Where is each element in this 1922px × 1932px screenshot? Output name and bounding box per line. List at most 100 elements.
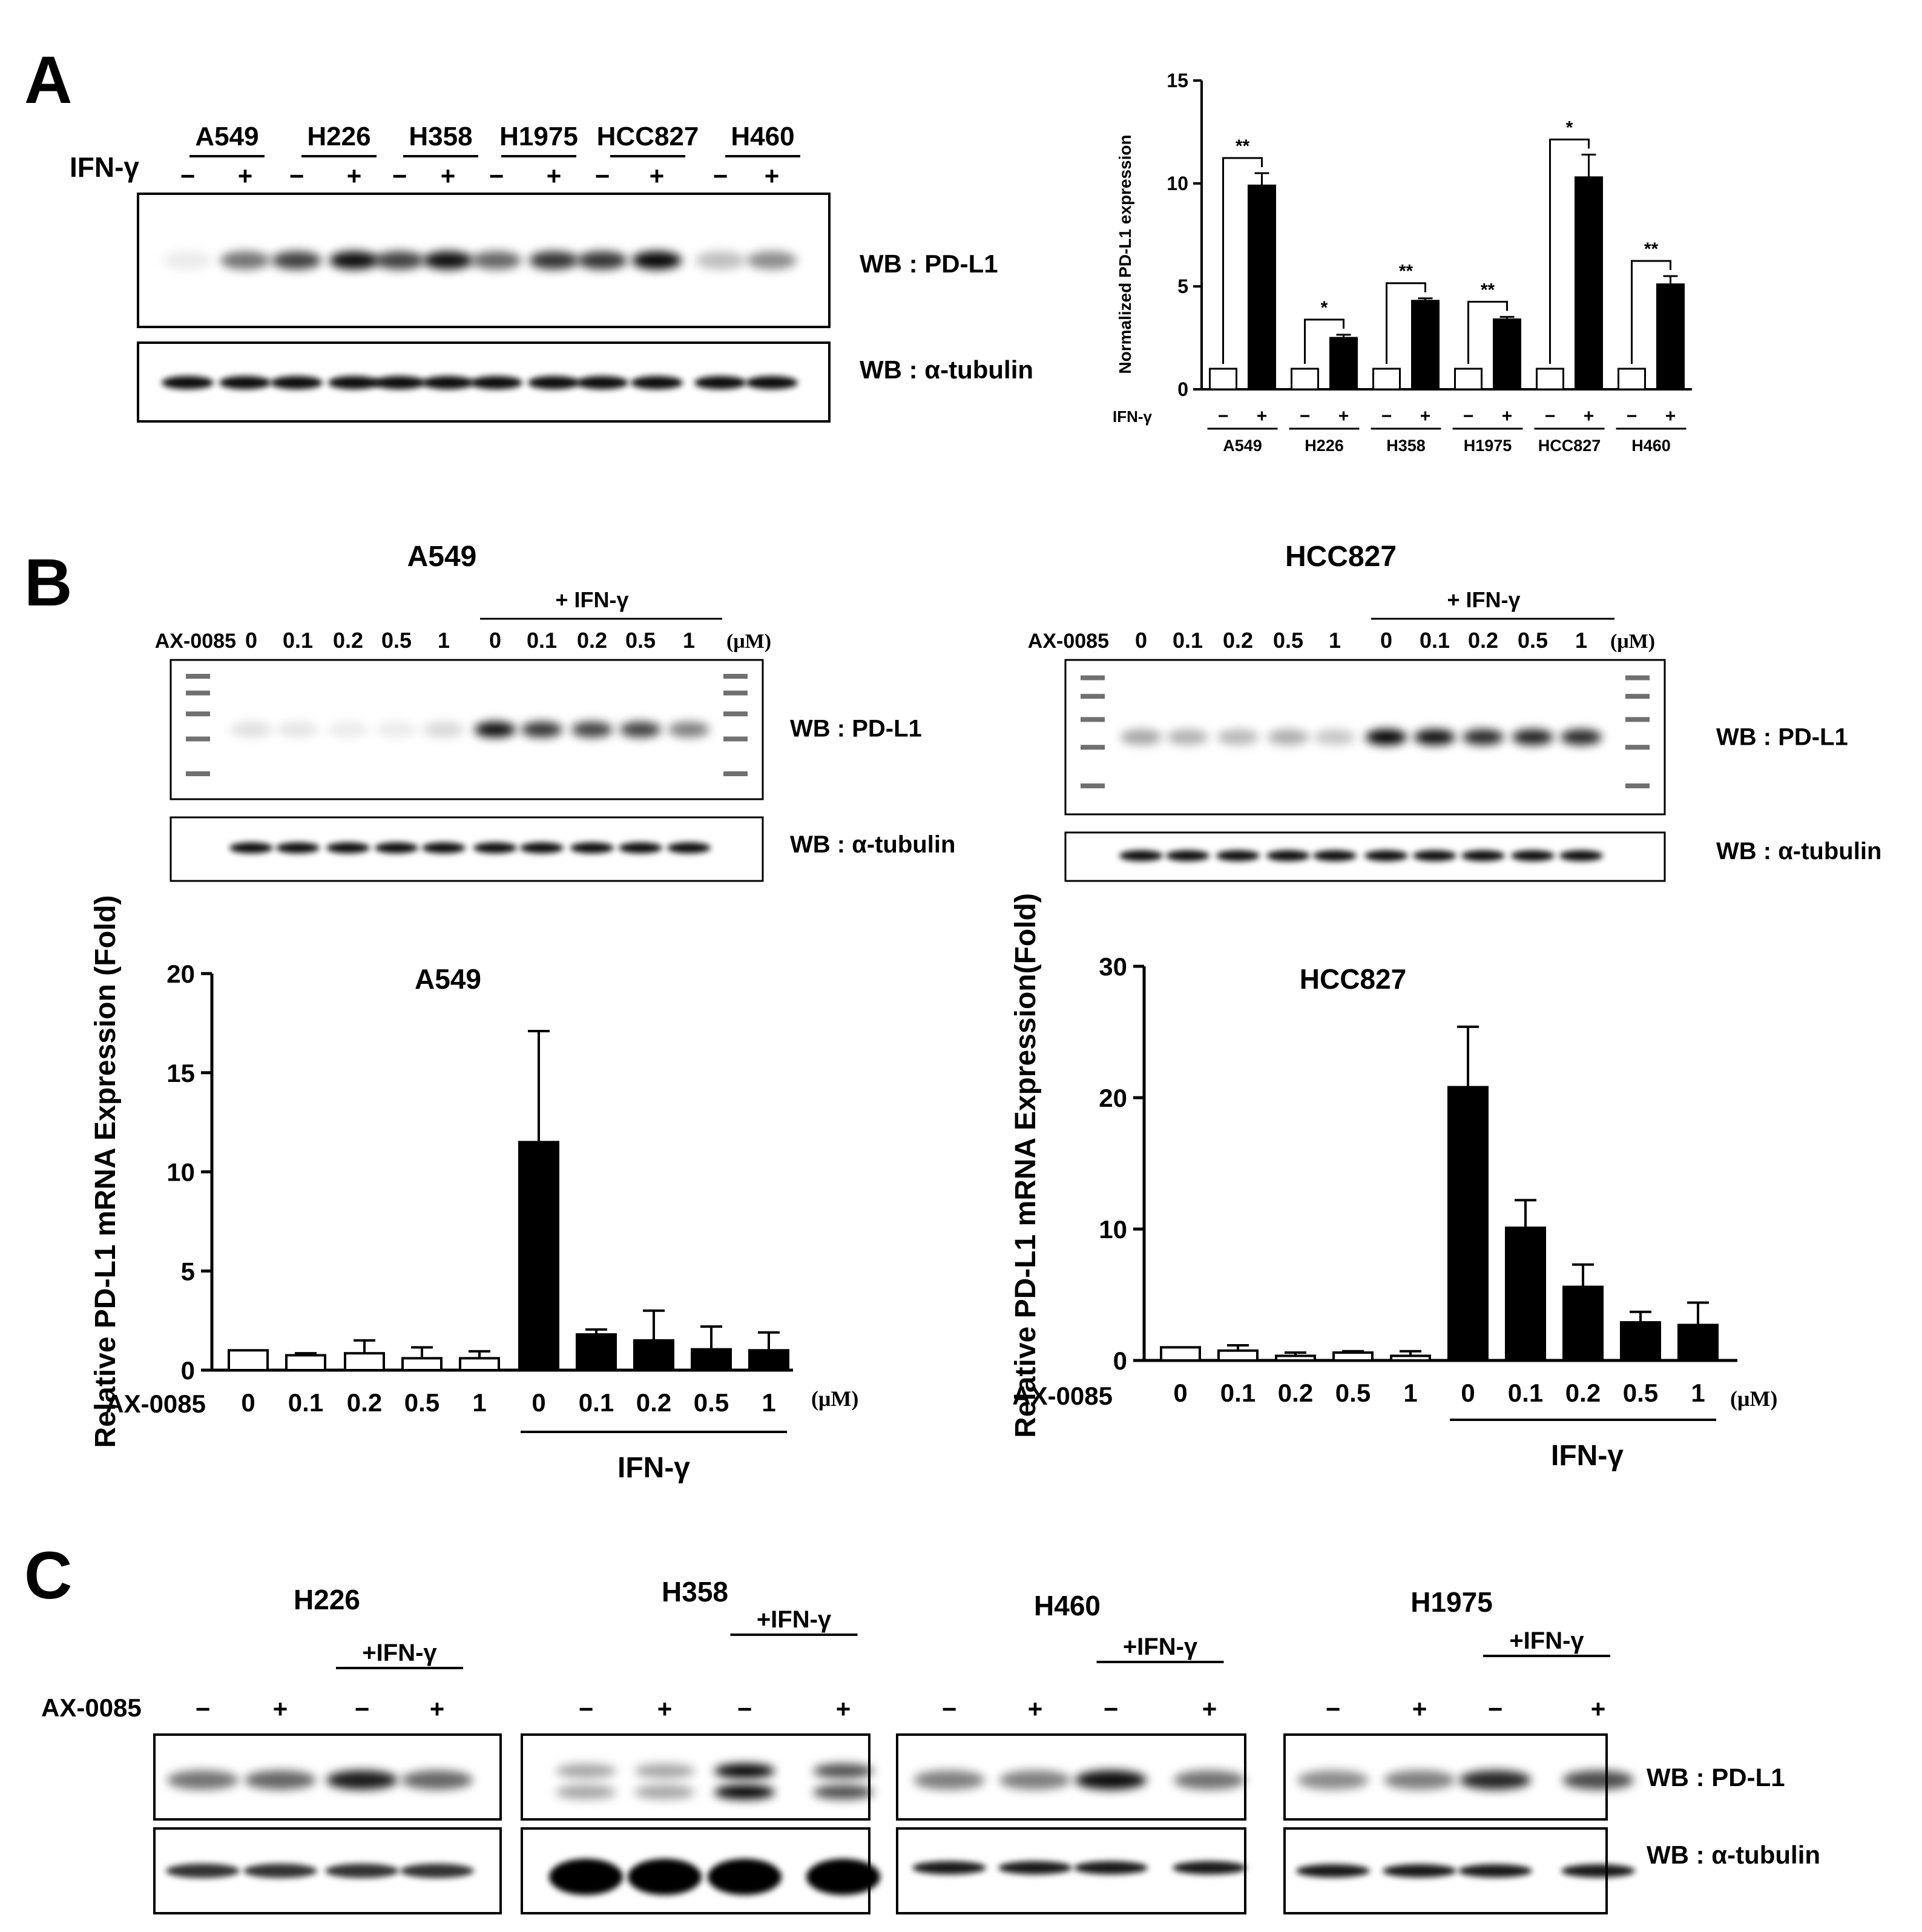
ladder-mark [723, 711, 748, 717]
dose-label: 0 [489, 628, 501, 653]
chart-hcc827-mrna: HCC827 Relative PD-L1 mRNA Expression(Fo… [1010, 893, 1777, 1472]
band [1297, 1770, 1369, 1790]
bar [1454, 368, 1483, 391]
x-category-label: 0.2 [1565, 1379, 1601, 1407]
minus-sign: − [289, 162, 304, 190]
dose-label: 0.2 [1223, 628, 1253, 653]
x-category-label: H358 [1386, 437, 1426, 455]
bar [1390, 1354, 1431, 1362]
panel-c-drug-label: AX-0085 [41, 1693, 142, 1722]
minus-sign: − [1627, 406, 1637, 426]
ladder-mark [186, 674, 210, 679]
band [1463, 729, 1504, 745]
band [1383, 1864, 1456, 1878]
band [528, 376, 580, 389]
band [375, 251, 424, 269]
cell-line-label: H460 [731, 122, 794, 151]
band [475, 722, 516, 737]
minus-sign: − [355, 1695, 370, 1723]
band [571, 722, 613, 737]
minus-sign: − [180, 162, 196, 190]
band [1364, 850, 1408, 862]
band [423, 251, 473, 269]
y-tick-label: 0 [1177, 378, 1188, 400]
chart-b2-title: HCC827 [1300, 963, 1406, 995]
band [219, 376, 271, 389]
significance-bracket [1467, 300, 1508, 364]
chart-a-ylabel: Normalized PD-L1 expression [1116, 134, 1134, 374]
minus-sign: − [1218, 406, 1229, 426]
wb-tubulin-label: WB : α-tubulin [790, 831, 955, 858]
band [556, 1785, 616, 1799]
band [470, 376, 522, 389]
bar [1575, 176, 1603, 391]
plus-sign: + [1202, 1695, 1217, 1723]
blot-b-right-title: HCC827 [1285, 541, 1397, 573]
x-category-label: 0.2 [1278, 1379, 1313, 1407]
unit-label: (μM) [726, 630, 771, 653]
wb-pdl1-label: WB : PD-L1 [790, 716, 922, 742]
plus-sign: + [1502, 406, 1513, 426]
band [327, 722, 369, 737]
band [1216, 850, 1260, 862]
band [634, 1764, 695, 1778]
significance-bracket [1222, 157, 1263, 364]
chart-b2-xlabel: AX-0085 [1012, 1382, 1113, 1410]
treatment-group-label: +IFN-γ [1509, 1627, 1584, 1654]
bar [576, 1333, 617, 1372]
band [1296, 1864, 1370, 1878]
dose-label: 0.1 [527, 628, 557, 653]
band [578, 251, 627, 269]
band [632, 251, 682, 269]
significance-bracket [1549, 138, 1590, 364]
wb-tubulin-label: WB : α-tubulin [1647, 1841, 1820, 1869]
band [521, 722, 562, 737]
band [167, 1770, 239, 1790]
dose-label: 0.1 [1173, 628, 1203, 653]
band [1217, 729, 1259, 745]
band [376, 722, 417, 737]
minus-sign: − [1545, 406, 1556, 426]
treatment-group-label: + IFN-γ [555, 587, 628, 612]
y-tick-label: 5 [181, 1257, 195, 1285]
panel-label-b: B [24, 546, 72, 620]
band [520, 842, 564, 854]
ladder-mark [1081, 783, 1105, 788]
ifn-gamma-label: IFN-γ [70, 151, 139, 183]
band [166, 1864, 240, 1878]
bar [1329, 337, 1358, 391]
plus-sign: + [1665, 406, 1676, 426]
bar [1160, 1346, 1201, 1362]
x-category-label: 0.5 [404, 1388, 439, 1417]
x-category-label: 0.1 [579, 1388, 614, 1417]
bar [1618, 368, 1646, 391]
band [549, 1859, 623, 1895]
panel-label-c: C [24, 1538, 72, 1613]
cell-line-label: H1975 [499, 122, 578, 151]
plus-sign: + [238, 162, 253, 190]
chart-b1-unit: (μM) [811, 1386, 858, 1411]
x-category-label: 0 [1173, 1379, 1187, 1407]
bar [691, 1348, 732, 1372]
blot-c-title: H460 [1034, 1590, 1101, 1621]
minus-sign: − [942, 1695, 957, 1723]
band [422, 842, 466, 854]
ladder-mark [723, 690, 748, 696]
plus-sign: + [1420, 406, 1431, 426]
ladder-mark [186, 736, 210, 742]
treatment-group-label: +IFN-γ [1123, 1634, 1198, 1660]
band [631, 376, 683, 389]
plus-sign: + [1591, 1695, 1606, 1723]
dose-label: 0.1 [283, 628, 313, 653]
x-category-label: 0.1 [288, 1388, 323, 1417]
plus-sign: + [650, 162, 665, 190]
x-category-label: 0.5 [694, 1388, 729, 1417]
bar [633, 1339, 674, 1371]
plus-sign: + [836, 1695, 851, 1723]
minus-sign: − [1463, 406, 1474, 426]
bar [1562, 1285, 1604, 1362]
blot-c-title: H1975 [1410, 1586, 1493, 1618]
x-category-label: HCC827 [1538, 437, 1601, 455]
significance-label: * [1321, 298, 1328, 318]
minus-sign: − [489, 162, 504, 190]
